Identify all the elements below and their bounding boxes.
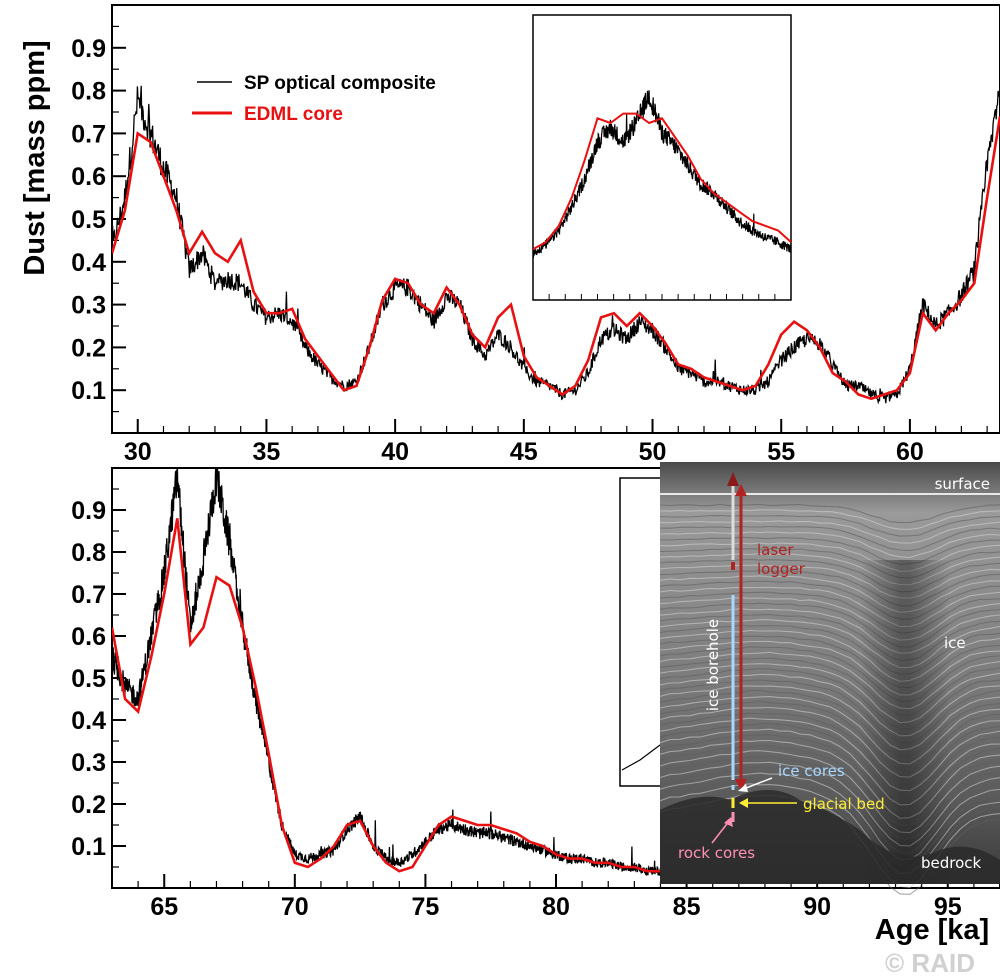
x-tick-label-bottom: 95: [934, 893, 962, 921]
x-tick-label-bottom: 65: [150, 893, 178, 921]
ice-cores-pointer-head: [738, 784, 748, 792]
y-tick-label-top: 0.6: [71, 163, 106, 191]
series-line-edml-top: [112, 116, 1000, 401]
series-line-sp-top: [112, 85, 1000, 405]
x-axis-title: Age [ka]: [875, 914, 989, 946]
radar-label-surface: surface: [935, 475, 990, 493]
series-line-sp-bottom: [112, 468, 662, 877]
radar-label-laser-line1: laser: [757, 541, 794, 559]
x-tick-label-top: 60: [896, 438, 924, 466]
radar-label-ice: ice: [944, 634, 966, 652]
legend-label-edml: EDML core: [244, 104, 343, 125]
y-tick-label-bottom: 0.8: [71, 539, 106, 567]
series-line-edml-bottom: [112, 518, 661, 873]
radar-label-rock-cores: rock cores: [678, 844, 755, 862]
inset-series-edml: [533, 112, 791, 251]
x-tick-label-top: 35: [253, 438, 281, 466]
top-chart-panel: 0.1 0.2 0.3 0.4 0.5 0.6 0.7 0.8 0.9 30 35 40 45 50 55…: [71, 4, 1000, 466]
x-tick-label-top: 50: [639, 438, 667, 466]
radar-layer-line: [659, 503, 1000, 524]
radar-echogram-image: surface laser logger ice borehole ice ic…: [659, 462, 1000, 895]
radar-valley-shadow: [860, 560, 950, 884]
y-axis-title: Dust [mass ppm]: [19, 40, 51, 275]
radar-label-bedrock: bedrock: [921, 854, 982, 872]
radar-label-ice-borehole: ice borehole: [704, 619, 722, 711]
radar-layer-line: [659, 509, 1000, 530]
inset-zoom-panel: [532, 14, 792, 301]
radar-layer-line: [659, 542, 1000, 572]
y-tick-label-bottom: 0.5: [71, 665, 106, 693]
bottom-x-axis: 65 70 75 80 85 90 95: [111, 874, 975, 921]
radar-bedrock-zone: [660, 790, 1000, 884]
laser-logger-arrowhead-top: [735, 484, 747, 496]
top-x-axis: 30 35 40 45 50 55 60: [111, 419, 988, 466]
x-tick-label-bottom: 85: [673, 893, 701, 921]
x-tick-label-bottom: 75: [412, 893, 440, 921]
laser-logger-arrowhead-bottom: [735, 779, 747, 791]
x-tick-label-bottom: 80: [542, 893, 570, 921]
rock-cores-pointer-head: [724, 817, 733, 827]
y-tick-label-top: 0.2: [71, 334, 106, 362]
y-tick-label-top: 0.8: [71, 78, 106, 106]
radar-label-glacial-bed: glacial bed: [803, 795, 885, 813]
legend-label-sp: SP optical composite: [244, 73, 436, 94]
x-tick-label-bottom: 70: [281, 893, 309, 921]
x-tick-label-top: 45: [510, 438, 538, 466]
x-tick-label-top: 30: [124, 438, 152, 466]
radar-label-laser-line2: logger: [757, 560, 806, 578]
radar-layer-line: [659, 531, 1000, 559]
radar-layer-line: [659, 515, 1000, 537]
y-tick-label-bottom: 0.9: [71, 497, 106, 525]
glacial-bed-pointer-head: [739, 798, 748, 808]
borehole-top-marker: [727, 472, 739, 486]
copyright-watermark: © RAID: [885, 948, 975, 976]
radar-label-ice-cores: ice cores: [778, 762, 845, 780]
y-tick-label-top: 0.3: [71, 292, 106, 320]
y-tick-label-top: 0.4: [71, 249, 106, 277]
bottom-y-axis: 0.1 0.2 0.3 0.4 0.5 0.6 0.7 0.8 0.9: [71, 488, 126, 868]
legend: SP optical composite EDML core: [192, 73, 436, 125]
inset-frame: [532, 14, 792, 301]
y-tick-label-top: 0.7: [71, 120, 106, 148]
y-tick-label-bottom: 0.4: [71, 707, 106, 735]
y-tick-label-bottom: 0.6: [71, 623, 106, 651]
x-tick-label-top: 55: [767, 438, 795, 466]
x-tick-label-bottom: 90: [803, 893, 831, 921]
y-tick-label-bottom: 0.2: [71, 791, 106, 819]
y-tick-label-bottom: 0.3: [71, 749, 106, 777]
y-tick-label-bottom: 0.7: [71, 581, 106, 609]
radar-layer-line: [659, 520, 1000, 544]
inset-x-ticks: [548, 294, 776, 300]
y-tick-label-top: 0.5: [71, 206, 106, 234]
y-tick-label-top: 0.1: [71, 377, 106, 405]
inset-series-sp: [533, 90, 791, 258]
radar-layer-line: [660, 525, 1000, 552]
top-y-axis: 0.1 0.2 0.3 0.4 0.5 0.6 0.7 0.8 0.9: [71, 25, 126, 413]
y-tick-label-top: 0.9: [71, 35, 106, 63]
x-tick-label-top: 40: [381, 438, 409, 466]
y-tick-label-bottom: 0.1: [71, 833, 106, 861]
radar-layer-line: [659, 536, 1000, 565]
